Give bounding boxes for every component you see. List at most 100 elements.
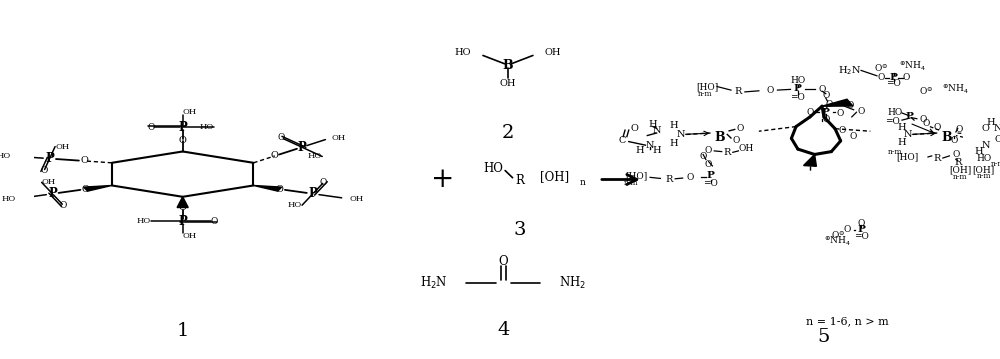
Text: C: C — [994, 135, 1000, 144]
Text: [OH]: [OH] — [949, 165, 972, 174]
Text: [OH]: [OH] — [973, 165, 995, 174]
Text: 1: 1 — [176, 322, 189, 340]
Text: O: O — [922, 119, 930, 128]
Text: O$^{\ominus}$: O$^{\ominus}$ — [919, 85, 933, 97]
Text: n = 1-6, n > m: n = 1-6, n > m — [806, 316, 889, 326]
Polygon shape — [253, 186, 282, 191]
Text: H: H — [636, 146, 644, 155]
Text: O: O — [902, 73, 909, 82]
Text: $^{\oplus}$NH$_4$: $^{\oplus}$NH$_4$ — [824, 234, 851, 248]
Text: [OH]: [OH] — [540, 170, 570, 183]
Text: HO: HO — [888, 108, 903, 117]
Text: R: R — [735, 87, 742, 96]
Text: [HO]: [HO] — [625, 172, 647, 181]
Text: n-m: n-m — [624, 179, 639, 187]
Text: n-m: n-m — [888, 148, 903, 155]
Text: N: N — [993, 124, 1000, 133]
Text: OH: OH — [545, 48, 561, 57]
Text: OH: OH — [738, 144, 753, 153]
Text: n-m: n-m — [990, 160, 1000, 168]
Text: H: H — [652, 146, 661, 155]
Text: O: O — [857, 107, 865, 116]
Text: $^{\oplus}$NH$_4$: $^{\oplus}$NH$_4$ — [899, 60, 926, 74]
Text: HO: HO — [2, 195, 16, 203]
Text: O: O — [806, 108, 814, 117]
Text: P: P — [857, 225, 865, 234]
Text: O: O — [920, 115, 927, 124]
Text: 3: 3 — [514, 220, 526, 239]
Text: P: P — [178, 215, 187, 228]
Polygon shape — [822, 99, 853, 106]
Text: B: B — [503, 59, 513, 71]
Text: =O: =O — [854, 232, 869, 241]
Text: O: O — [857, 219, 865, 228]
Text: O: O — [60, 201, 67, 210]
Text: N: N — [646, 141, 654, 150]
Text: P: P — [707, 172, 714, 181]
Text: O: O — [826, 100, 833, 109]
Text: R: R — [934, 154, 941, 163]
Text: O: O — [705, 160, 712, 169]
Text: HO: HO — [0, 152, 11, 160]
Text: H: H — [898, 138, 906, 147]
Text: +: + — [431, 166, 455, 193]
Text: HO: HO — [976, 154, 991, 163]
Text: O: O — [699, 153, 707, 162]
Text: P: P — [48, 187, 57, 200]
Text: n-m: n-m — [698, 90, 712, 98]
Text: H: H — [669, 139, 678, 148]
Text: NH$_2$: NH$_2$ — [559, 275, 586, 291]
Text: O: O — [147, 123, 155, 132]
Text: [HO]: [HO] — [697, 82, 719, 91]
Text: O: O — [843, 225, 851, 234]
Text: O: O — [686, 173, 694, 182]
Text: O: O — [82, 185, 90, 194]
Text: O: O — [839, 126, 846, 135]
Text: O: O — [271, 151, 279, 160]
Text: P: P — [308, 187, 317, 200]
Text: O: O — [80, 157, 88, 165]
Text: B: B — [941, 131, 952, 144]
Text: OH: OH — [183, 108, 197, 116]
Text: N: N — [677, 130, 685, 139]
Text: R: R — [516, 174, 524, 187]
Text: HO: HO — [200, 123, 214, 131]
Text: HO: HO — [288, 201, 302, 209]
Polygon shape — [84, 186, 112, 191]
Text: =O: =O — [790, 93, 805, 102]
Text: R: R — [665, 175, 672, 184]
Text: O: O — [956, 125, 963, 134]
Text: O: O — [822, 91, 829, 100]
Text: [HO]: [HO] — [896, 153, 919, 162]
Text: OH: OH — [55, 143, 69, 151]
Text: O: O — [982, 124, 990, 133]
Text: O: O — [278, 133, 285, 143]
Text: O: O — [40, 166, 48, 175]
Text: O: O — [705, 146, 712, 155]
Text: H: H — [669, 121, 678, 130]
Text: OH: OH — [350, 195, 364, 203]
Text: O: O — [737, 124, 744, 133]
Text: P: P — [890, 73, 898, 82]
Polygon shape — [804, 154, 816, 166]
Text: O: O — [766, 85, 774, 95]
Text: =O: =O — [885, 117, 900, 126]
Text: O: O — [733, 136, 740, 145]
Text: OH: OH — [42, 178, 56, 186]
Text: O: O — [934, 123, 941, 132]
Text: HO: HO — [483, 162, 503, 175]
Text: HO: HO — [308, 153, 322, 160]
Text: =O: =O — [703, 178, 718, 187]
Text: R: R — [724, 148, 731, 157]
Text: O: O — [630, 124, 638, 133]
Text: 5: 5 — [818, 328, 830, 346]
Polygon shape — [177, 197, 188, 208]
Text: P: P — [905, 112, 913, 121]
Text: O$^{\ominus}$: O$^{\ominus}$ — [874, 63, 889, 74]
Text: N: N — [981, 141, 990, 150]
Text: $^{\oplus}$NH$_4$: $^{\oplus}$NH$_4$ — [942, 83, 969, 96]
Text: O: O — [822, 115, 829, 124]
Text: N: N — [903, 130, 912, 139]
Text: P: P — [45, 152, 54, 165]
Text: OH: OH — [500, 79, 516, 88]
